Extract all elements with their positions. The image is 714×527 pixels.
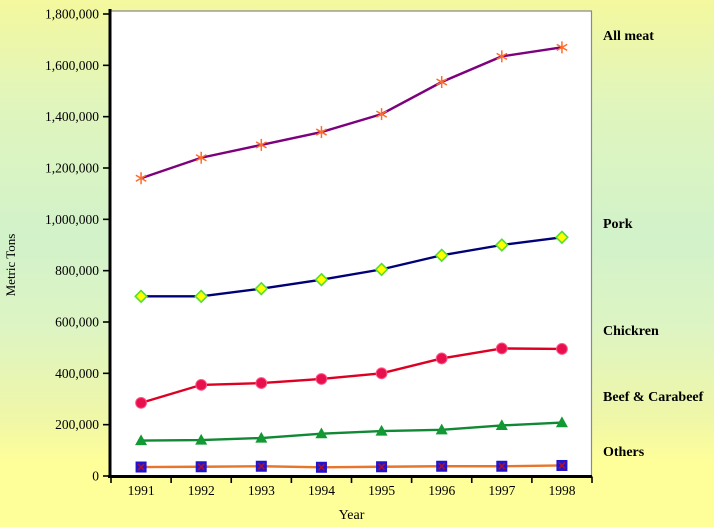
marker-others — [195, 461, 207, 473]
y-tick-label: 1,600,000 — [45, 58, 99, 73]
marker-pork — [194, 289, 209, 304]
series-label-pork: Pork — [603, 217, 633, 232]
y-tick-label: 400,000 — [55, 366, 99, 381]
marker-chickren — [135, 396, 147, 409]
marker-beef-carabeef — [375, 424, 388, 436]
marker-chickren — [435, 352, 448, 365]
x-tick-label: 1995 — [368, 483, 395, 498]
marker-pork — [434, 248, 449, 263]
marker-chickren — [375, 367, 388, 380]
marker-others — [496, 460, 508, 472]
y-tick-label: 800,000 — [55, 263, 99, 278]
series-label-others: Others — [603, 445, 645, 460]
series-label-beef-carabeef: Beef & Carabeef — [603, 390, 704, 405]
marker-beef-carabeef — [555, 416, 568, 428]
marker-all-meat — [135, 172, 147, 185]
series-line-chickren — [140, 347, 562, 404]
x-axis-title: Year — [338, 508, 365, 523]
y-axis-title: Metric Tons — [3, 233, 18, 297]
y-tick-label: 200,000 — [55, 417, 99, 432]
series-label-all-meat: All meat — [603, 29, 654, 44]
x-tick-label: 1991 — [128, 483, 155, 498]
x-tick-label: 1992 — [188, 483, 215, 498]
marker-others — [255, 460, 267, 472]
marker-all-meat — [195, 151, 207, 164]
marker-chickren — [315, 373, 328, 385]
marker-beef-carabeef — [315, 427, 328, 439]
marker-all-meat — [556, 41, 568, 54]
y-tick-label: 1,400,000 — [45, 109, 99, 124]
series-line-pork — [141, 236, 563, 298]
marker-others — [436, 460, 448, 472]
y-tick-label: 1,200,000 — [45, 161, 99, 176]
x-tick-label: 1997 — [488, 483, 515, 498]
y-tick-label: 1,800,000 — [45, 7, 99, 22]
marker-pork — [555, 230, 569, 245]
x-tick-label: 1996 — [428, 483, 455, 498]
marker-all-meat — [436, 76, 448, 89]
marker-pork — [134, 289, 148, 304]
marker-beef-carabeef — [495, 419, 508, 431]
y-tick-label: 0 — [92, 469, 99, 484]
y-tick-label: 600,000 — [55, 315, 99, 330]
marker-pork — [494, 238, 509, 252]
y-tick-label: 1,000,000 — [45, 212, 99, 227]
series-line-beef-carabeef — [141, 421, 562, 442]
marker-pork — [314, 272, 329, 287]
marker-all-meat — [496, 50, 508, 63]
marker-beef-carabeef — [435, 423, 448, 435]
marker-beef-carabeef — [195, 433, 208, 445]
marker-pork — [374, 262, 389, 277]
marker-others — [135, 461, 147, 473]
marker-chickren — [255, 377, 268, 389]
series-line-all-meat — [140, 46, 563, 180]
series-line-others — [141, 464, 562, 469]
marker-others — [556, 459, 568, 471]
marker-beef-carabeef — [135, 434, 148, 446]
marker-all-meat — [255, 138, 267, 151]
x-tick-label: 1993 — [248, 483, 275, 498]
marker-others — [376, 461, 388, 473]
x-tick-label: 1998 — [548, 483, 575, 498]
marker-beef-carabeef — [255, 431, 268, 443]
series-label-chickren: Chickren — [603, 324, 659, 339]
marker-others — [315, 461, 327, 473]
marker-pork — [254, 281, 269, 296]
marker-chickren — [495, 342, 508, 355]
marker-chickren — [195, 378, 208, 391]
marker-all-meat — [375, 108, 388, 121]
marker-chickren — [556, 343, 568, 355]
marker-all-meat — [315, 126, 328, 139]
x-tick-label: 1994 — [308, 483, 335, 498]
